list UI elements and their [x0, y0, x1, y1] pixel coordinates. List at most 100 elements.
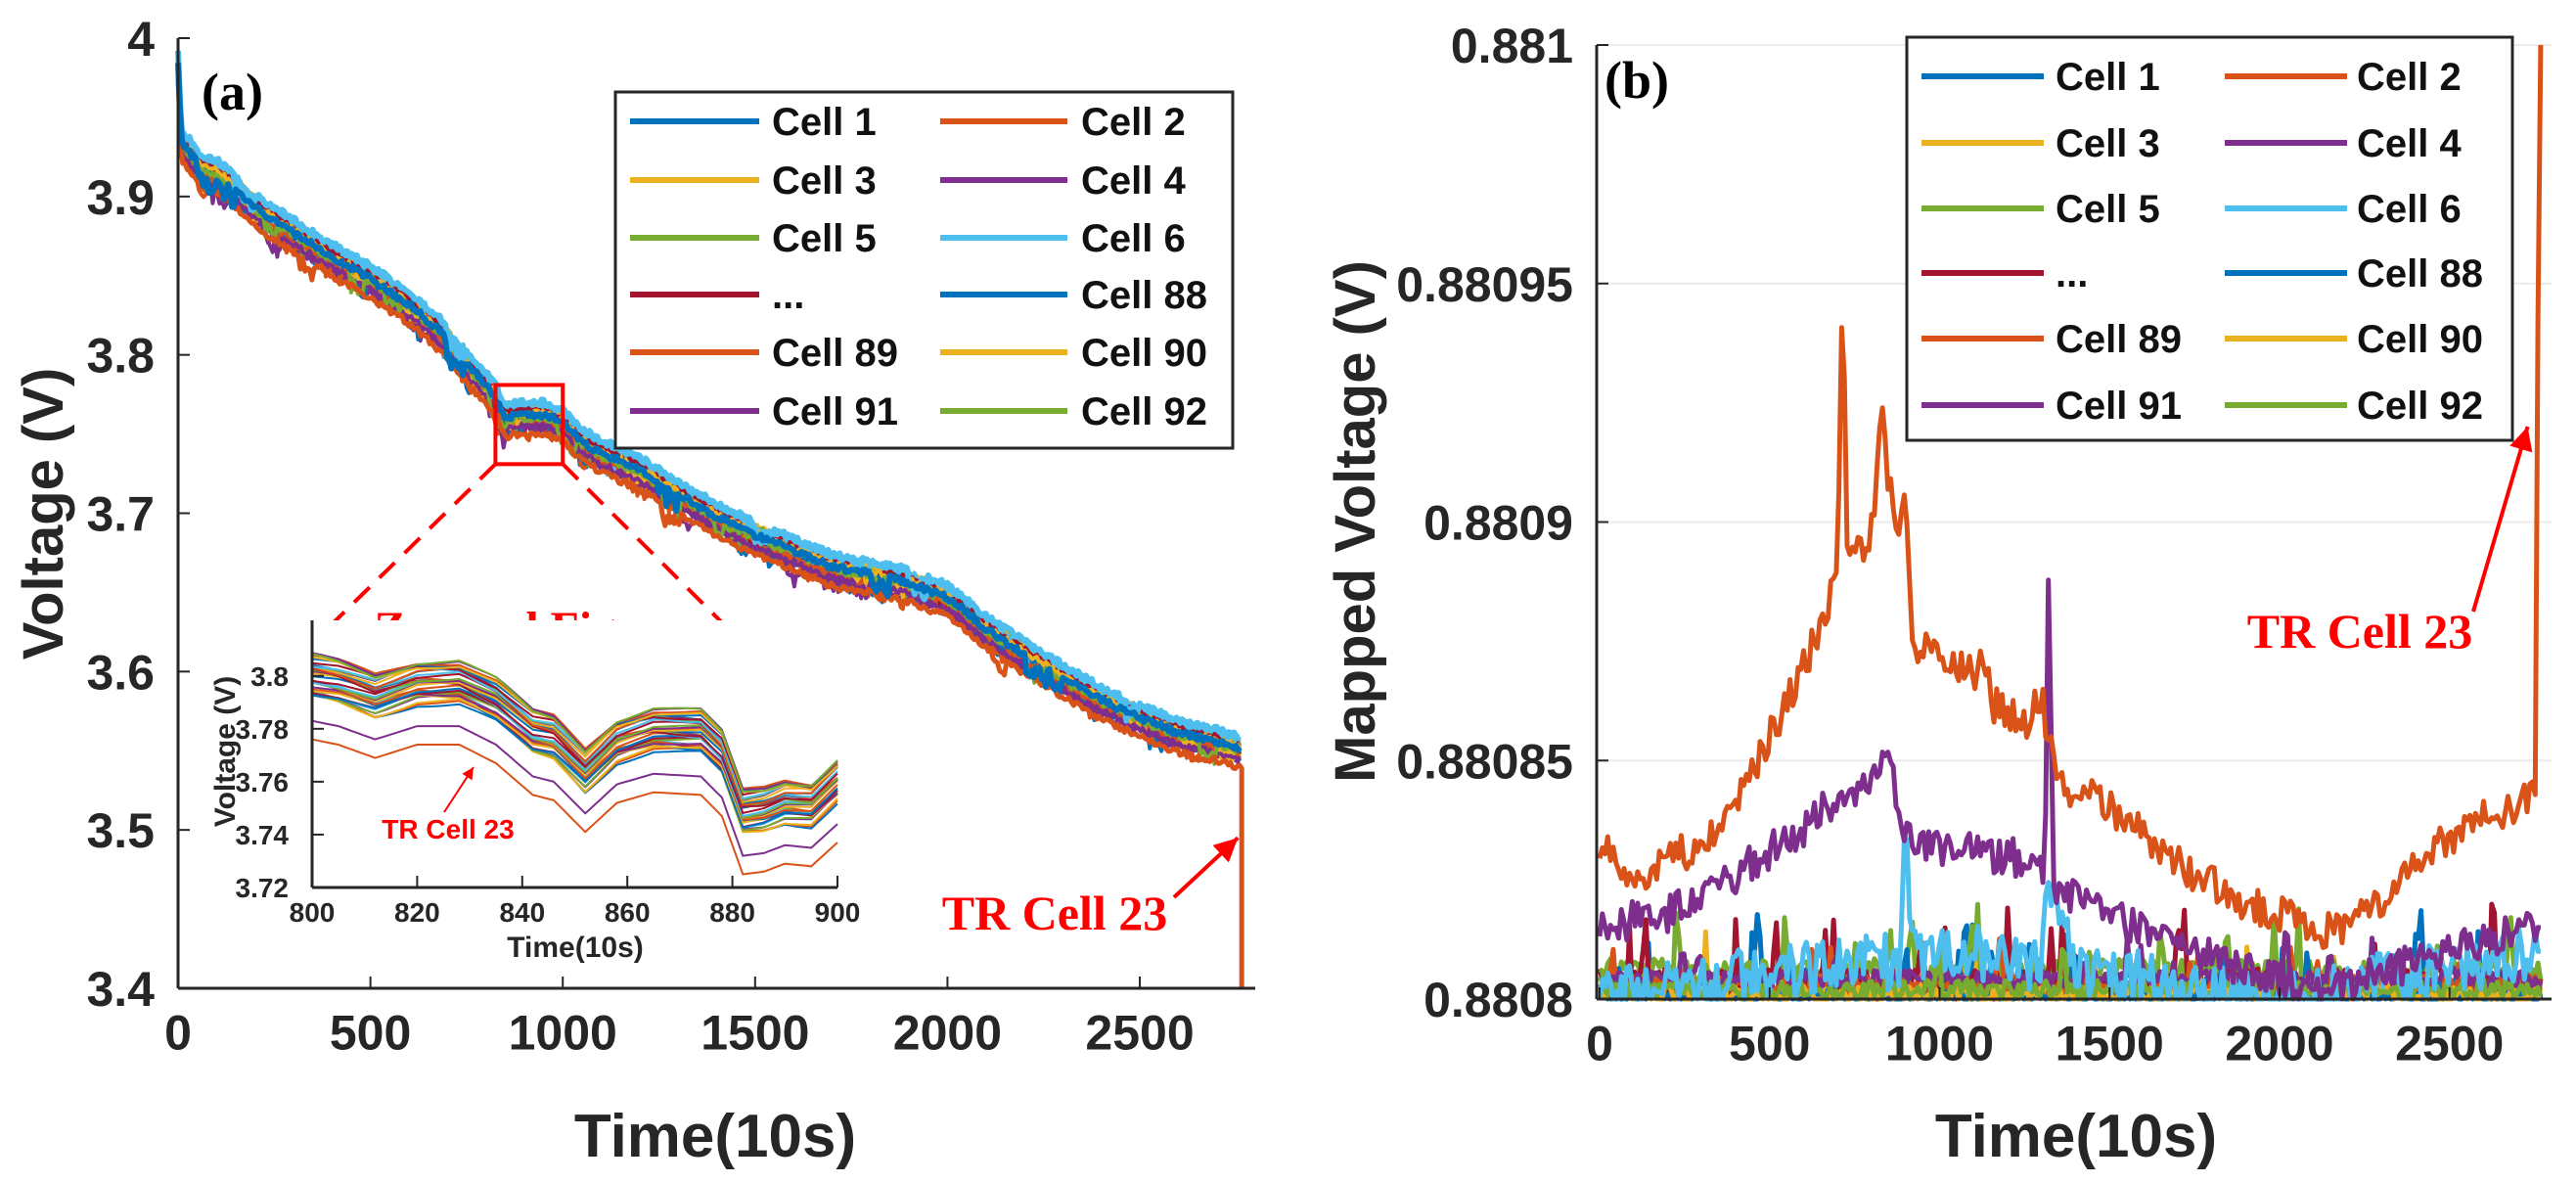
- panel-a-axes: 0 500 1000 1500 2000 2500 3.4 3.5 3.6 3.7 3.8 3.9 4: [86, 12, 1255, 1061]
- band-emphasis-line: [175, 63, 1243, 753]
- series-line-cell-2: [1597, 44, 2544, 950]
- b-x-tick-label: 500: [1729, 1017, 1810, 1071]
- inset-x-tick-label: 900: [815, 897, 861, 928]
- legend-box: [1905, 35, 2514, 442]
- b-x-tick-label: 1500: [2056, 1017, 2164, 1071]
- inset-x-tick-label: 800: [290, 897, 336, 928]
- x-axis-label-b: Time(10s): [1935, 1103, 2217, 1170]
- y-axis-label-b: Mapped Voltage (V): [1324, 260, 1387, 783]
- annotation-arrow-b-shaft: [2471, 426, 2530, 613]
- inset-band-line: [311, 680, 838, 818]
- zoom-box: [493, 383, 565, 467]
- a-y-tick-label: 4: [127, 12, 155, 67]
- annotation-arrow-b: [2471, 426, 2533, 613]
- inset-band-line: [311, 654, 838, 790]
- inset-x-tick-label: 820: [394, 897, 440, 928]
- tr-cell-annotation-b: TR Cell 23: [2247, 604, 2473, 659]
- inset-band-line: [311, 664, 838, 803]
- legend-label: ...: [2056, 252, 2088, 296]
- legend-label: Cell 3: [2056, 122, 2160, 165]
- legend-label: Cell 4: [2357, 122, 2462, 165]
- legend-label: Cell 92: [1081, 390, 1207, 433]
- series-line-cell-4: [1597, 577, 2541, 1002]
- x-axis-label-a: Time(10s): [574, 1103, 856, 1170]
- tr-cell-annotation-a: TR Cell 23: [942, 886, 1168, 940]
- a-y-tick-label: 3.7: [86, 487, 155, 542]
- legend-label: ...: [772, 274, 804, 317]
- inset-band-line: [311, 666, 838, 806]
- b-x-tick-label: 2500: [2395, 1017, 2504, 1071]
- inset-axes: 800 820 840 860 880 900 3.72 3.74 3.76 3.78 3.8: [236, 620, 861, 928]
- legend-label: Cell 4: [1081, 159, 1186, 203]
- legend-label: Cell 92: [2357, 385, 2483, 428]
- legend-label: Cell 89: [772, 332, 898, 375]
- zoom-connector-left: [324, 462, 497, 632]
- b-y-tick-label: 0.8809: [1424, 496, 1573, 551]
- inset-line-tr-cell-23: [311, 738, 838, 876]
- inset-x-tick-label: 880: [709, 897, 755, 928]
- inset-x-axis-label: Time(10s): [507, 932, 644, 964]
- annotation-arrow-b-head: [2509, 427, 2533, 453]
- inset-y-axis-label: Voltage (V): [209, 676, 242, 827]
- band-emphasis-line: [175, 50, 1242, 741]
- b-y-tick-label: 0.88085: [1396, 734, 1573, 789]
- legend-label: Cell 91: [2056, 385, 2182, 428]
- inset-band-line: [311, 681, 838, 819]
- inset-tr-cell-annotation: TR Cell 23: [382, 814, 514, 844]
- inset-y-tick-label: 3.8: [250, 661, 289, 692]
- a-y-tick-label: 3.4: [86, 962, 155, 1017]
- legend-label: Cell 91: [772, 390, 898, 433]
- a-y-tick-label: 3.5: [86, 803, 155, 858]
- a-y-tick-label: 3.8: [86, 329, 155, 384]
- legend-label: Cell 90: [1081, 332, 1207, 375]
- inset-y-tick-label: 3.76: [236, 767, 290, 797]
- inset-x-tick-label: 840: [499, 897, 545, 928]
- panel-b: 0 500 1000 1500 2000 2500 0.8808 0.88085 0.8809 0…: [1324, 19, 2552, 1170]
- panel-b-axes: 0 500 1000 1500 2000 2500 0.8808 0.88085 0.8809 0…: [1396, 19, 2552, 1071]
- b-y-tick-label: 0.881: [1451, 19, 1573, 73]
- inset-band-line: [311, 667, 838, 808]
- panel-a: 0 500 1000 1500 2000 25003.43.53.63.73.83.94 …: [12, 12, 1255, 1170]
- y-axis-label-a: Voltage (V): [12, 368, 75, 660]
- legend-b: Cell 1 Cell 2 Cell 3 Cell 4 Cell 5 Cell 6... C…: [1905, 35, 2514, 442]
- inset-x-tick-label: 860: [605, 897, 651, 928]
- inset-band-line: [311, 680, 838, 821]
- series-line-tr-cell-23: [175, 78, 1244, 988]
- legend-label: Cell 5: [772, 217, 877, 260]
- inset-chart: 800 820 840 860 880 900 3.72 3.74 3.76 3.78 3.8 Tim…: [209, 620, 860, 964]
- a-y-tick-label: 3.6: [86, 645, 155, 700]
- legend-label: Cell 2: [1081, 101, 1186, 144]
- a-x-tick-label: 500: [330, 1006, 411, 1061]
- legend-label: Cell 88: [1081, 274, 1207, 317]
- inset-band-line: [311, 693, 838, 834]
- legend-box: [613, 90, 1235, 450]
- legend-label: Cell 88: [2357, 252, 2483, 296]
- a-x-tick-label: 1500: [700, 1006, 809, 1061]
- panel-label-b: (b): [1604, 51, 1669, 110]
- legend-label: Cell 90: [2357, 318, 2483, 361]
- panel-a-series: [175, 50, 1244, 988]
- b-x-tick-label: 2000: [2225, 1017, 2333, 1071]
- legend-label: Cell 5: [2056, 188, 2160, 231]
- legend-label: Cell 2: [2357, 56, 2462, 99]
- panel-label-a: (a): [202, 63, 263, 121]
- inset-annotation-arrow-head: [462, 767, 474, 781]
- a-x-tick-label: 0: [164, 1006, 192, 1061]
- zoom-connector-right: [561, 462, 770, 670]
- a-x-tick-label: 1000: [509, 1006, 617, 1061]
- legend-label: Cell 6: [2357, 188, 2462, 231]
- inset-band-line: [311, 653, 838, 793]
- inset-y-tick-label: 3.74: [236, 820, 290, 850]
- b-y-tick-label: 0.8808: [1424, 973, 1573, 1027]
- inset-y-tick-label: 3.78: [236, 714, 290, 745]
- legend-label: Cell 6: [1081, 217, 1186, 260]
- inset-line-cell-91: [311, 719, 838, 857]
- annotation-arrow-a: [1172, 836, 1240, 899]
- annotation-arrow-a-head: [1212, 838, 1239, 863]
- legend-label: Cell 3: [772, 159, 877, 203]
- a-y-tick-label: 3.9: [86, 170, 155, 225]
- a-x-tick-label: 2500: [1085, 1006, 1194, 1061]
- legend-label: Cell 1: [2056, 56, 2160, 99]
- inset-y-tick-label: 3.72: [236, 873, 290, 903]
